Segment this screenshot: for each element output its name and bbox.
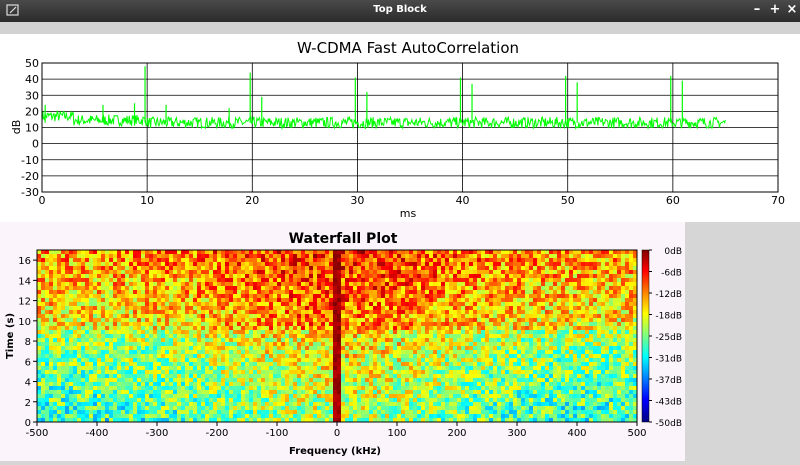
y-tick-label: 0 (32, 138, 39, 151)
y-tick-label: 10 (18, 317, 31, 328)
waterfall-xlabel: Frequency (kHz) (289, 446, 381, 457)
y-tick-label: 6 (25, 357, 31, 368)
y-tick-label: -20 (21, 170, 39, 183)
colorbar-label: 0dB (664, 247, 682, 257)
waterfall-colorbar (642, 250, 649, 422)
autocorrelation-grid (42, 63, 778, 192)
colorbar-label: -12dB (655, 290, 682, 300)
x-tick-label: 50 (561, 194, 575, 207)
minimize-button[interactable]: – (749, 2, 765, 18)
y-tick-label: 4 (25, 378, 31, 389)
autocorrelation-ylabel: dB (10, 120, 23, 135)
y-tick-label: 16 (18, 256, 31, 267)
autocorrelation-trace (42, 66, 725, 128)
autocorrelation-title: W-CDMA Fast AutoCorrelation (297, 39, 519, 57)
x-tick-label: 0 (39, 194, 46, 207)
y-tick-label: 2 (25, 398, 31, 409)
colorbar-label: -25dB (655, 333, 682, 343)
x-tick-label: -400 (86, 428, 109, 439)
autocorrelation-plot[interactable]: W-CDMA Fast AutoCorrelation 0 10 20 30 40 50 6… (0, 34, 800, 222)
colorbar-labels: 0dB -6dB -12dB -18dB -25dB -31dB -37dB -43dB -50… (649, 247, 682, 429)
autocorrelation-xlabel: ms (400, 207, 417, 220)
x-tick-label: 300 (507, 428, 526, 439)
colorbar-label: -18dB (655, 312, 682, 322)
y-tick-label: 12 (18, 297, 31, 308)
x-tick-label: 10 (140, 194, 154, 207)
x-tick-label: 0 (334, 428, 340, 439)
waterfall-title: Waterfall Plot (289, 231, 398, 247)
waterfall-ylabel: Time (s) (5, 313, 16, 359)
colorbar-label: -6dB (661, 269, 682, 279)
colorbar-label: -43dB (655, 398, 682, 408)
y-tick-label: 8 (25, 337, 31, 348)
x-tick-label: 200 (447, 428, 466, 439)
y-tick-label: -30 (21, 186, 39, 199)
y-tick-label: 14 (18, 276, 31, 287)
x-tick-label: 100 (387, 428, 406, 439)
toolbar-strip (0, 22, 800, 34)
colorbar-label: -50dB (655, 419, 682, 429)
x-tick-label: -500 (26, 428, 49, 439)
empty-area (685, 222, 800, 461)
x-tick-label: 400 (567, 428, 586, 439)
x-tick-label: 40 (456, 194, 470, 207)
x-tick-label: 70 (771, 194, 785, 207)
x-tick-label: 20 (245, 194, 259, 207)
close-button[interactable]: × (784, 2, 800, 18)
x-tick-label: -200 (206, 428, 229, 439)
y-tick-label: 50 (25, 57, 39, 70)
title-bar[interactable]: Top Block – + × (0, 0, 800, 22)
autocorrelation-panel[interactable]: W-CDMA Fast AutoCorrelation 0 10 20 30 40 50 6… (0, 34, 800, 222)
x-tick-label: 500 (627, 428, 646, 439)
colorbar-label: -37dB (655, 376, 682, 386)
window-title: Top Block (0, 4, 800, 15)
y-tick-label: 20 (25, 105, 39, 118)
x-tick-label: 30 (350, 194, 364, 207)
x-tick-label: -300 (146, 428, 169, 439)
maximize-button[interactable]: + (767, 2, 783, 18)
y-tick-label: 10 (25, 122, 39, 135)
x-tick-label: 60 (666, 194, 680, 207)
y-tick-label: 30 (25, 89, 39, 102)
y-tick-label: 0 (25, 418, 31, 429)
colorbar-label: -31dB (655, 355, 682, 365)
y-tick-label: 40 (25, 73, 39, 86)
y-tick-label: -10 (21, 154, 39, 167)
waterfall-heatmap (37, 250, 637, 422)
x-tick-label: -100 (266, 428, 289, 439)
